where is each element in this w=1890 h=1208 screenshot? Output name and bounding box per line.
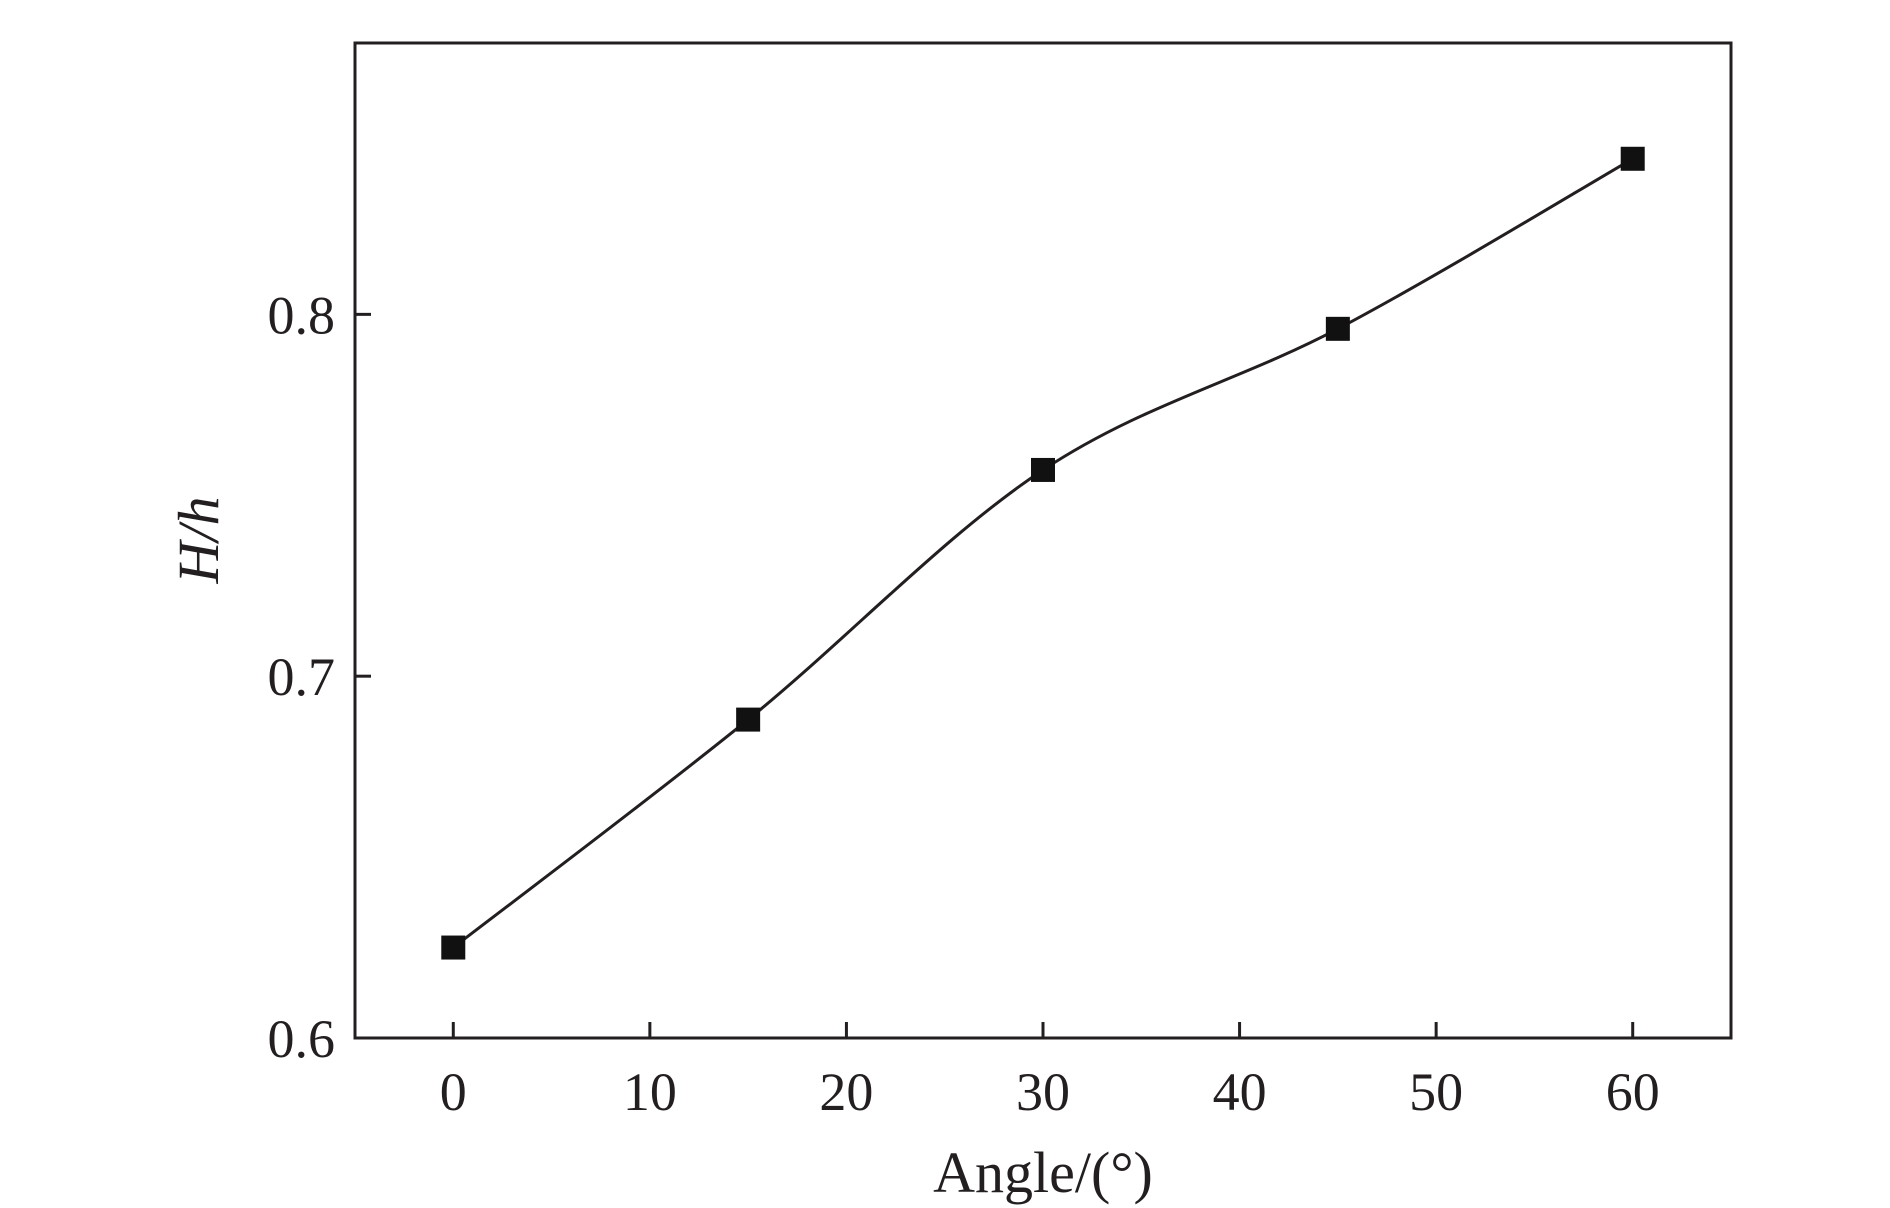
- data-point-marker: [736, 707, 761, 732]
- y-tick-label: 0.8: [268, 285, 336, 345]
- y-tick-label: 0.6: [268, 1009, 336, 1069]
- plot-frame: [353, 41, 1733, 1040]
- x-axis-ticks: 0 10 20 30 40 50 60: [440, 1022, 1660, 1122]
- y-axis-ticks: 0.6 0.7 0.8: [268, 285, 371, 1069]
- x-axis-title: Angle/(°): [933, 1140, 1153, 1205]
- x-tick-label: 60: [1606, 1062, 1660, 1122]
- series-markers: [441, 146, 1645, 960]
- x-tick-label: 30: [1016, 1062, 1070, 1122]
- data-point-marker: [441, 935, 466, 960]
- data-point-marker: [1325, 316, 1350, 341]
- y-axis-title: H/h: [166, 497, 231, 585]
- x-tick-label: 10: [623, 1062, 677, 1122]
- data-point-marker: [1031, 457, 1055, 482]
- x-tick-label: 40: [1213, 1062, 1267, 1122]
- x-tick-label: 0: [440, 1062, 467, 1122]
- y-tick-label: 0.7: [268, 647, 336, 707]
- x-tick-label: 20: [819, 1062, 873, 1122]
- series-line: [452, 157, 1634, 949]
- x-tick-label: 50: [1409, 1062, 1463, 1122]
- data-point-marker: [1620, 146, 1645, 171]
